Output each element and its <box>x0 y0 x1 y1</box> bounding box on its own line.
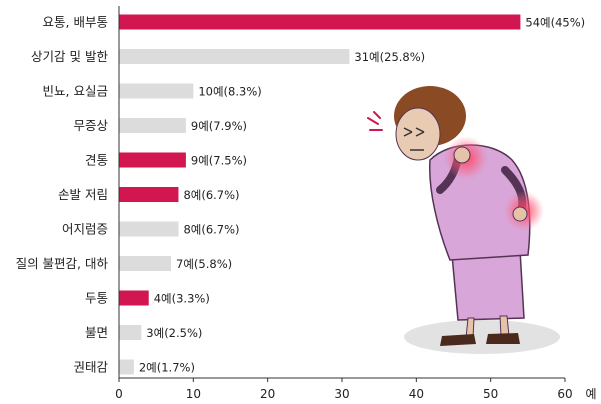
category-label-6: 어지럼증 <box>62 222 108 237</box>
category-label-3: 무증상 <box>73 118 108 133</box>
bar-2 <box>119 83 194 99</box>
value-label-1: 31예(25.8%) <box>354 50 425 64</box>
category-label-5: 손발 저림 <box>58 187 108 202</box>
value-label-6: 8예(6.7%) <box>183 223 239 237</box>
x-tick-label-5: 50 <box>483 387 498 401</box>
woman-with-back-pain-illustration <box>367 86 560 354</box>
category-label-7: 질의 불편감, 대하 <box>16 256 109 271</box>
value-label-8: 4예(3.3%) <box>154 292 210 306</box>
x-axis: 0 10 20 30 40 50 60 예 <box>115 6 597 401</box>
bar-6 <box>119 221 179 237</box>
face <box>395 107 441 161</box>
shoe-left <box>440 334 476 346</box>
x-axis-unit: 예 <box>585 387 596 401</box>
floor-shadow <box>404 320 560 354</box>
shoe-right <box>486 333 520 344</box>
bar-10 <box>119 359 134 375</box>
value-label-9: 3예(2.5%) <box>146 326 202 340</box>
x-tick-label-3: 30 <box>334 387 349 401</box>
eye-right <box>415 127 425 137</box>
x-tick-label-1: 10 <box>186 387 201 401</box>
bars-group <box>119 14 521 375</box>
pain-lines <box>367 111 383 131</box>
skirt <box>451 249 525 321</box>
category-label-2: 빈뇨, 요실금 <box>43 84 108 99</box>
value-label-5: 8예(6.7%) <box>183 188 239 202</box>
category-label-1: 상기감 및 발한 <box>31 49 108 64</box>
bar-1 <box>119 49 350 64</box>
eye-left <box>403 127 413 137</box>
bar-9 <box>119 325 142 340</box>
value-label-4: 9예(7.5%) <box>191 154 247 168</box>
category-label-8: 두통 <box>85 291 108 306</box>
bar-7 <box>119 256 172 271</box>
bar-0 <box>119 14 521 30</box>
hand-back <box>512 206 528 222</box>
value-label-3: 9예(7.9%) <box>191 119 247 133</box>
x-tick-label-4: 40 <box>409 387 424 401</box>
leg-right <box>499 315 510 337</box>
x-tick-label-6: 60 <box>557 387 572 401</box>
value-label-10: 2예(1.7%) <box>139 361 195 375</box>
bar-4 <box>119 152 186 168</box>
value-label-2: 10예(8.3%) <box>198 85 261 99</box>
value-label-7: 7예(5.8%) <box>176 257 232 271</box>
bar-3 <box>119 118 186 133</box>
x-tick-label-0: 0 <box>115 387 123 401</box>
bar-8 <box>119 290 149 306</box>
value-label-0: 54예(45%) <box>525 16 585 30</box>
category-label-0: 요통, 배부통 <box>43 15 108 30</box>
bar-5 <box>119 187 179 202</box>
category-label-4: 견통 <box>85 153 108 168</box>
category-label-9: 불면 <box>85 325 108 340</box>
hand-neck <box>453 146 471 164</box>
value-labels-group: 54예(45%) 31예(25.8%) 10예(8.3%) 9예(7.9%) 9예(7.… <box>139 16 585 375</box>
x-tick-label-2: 20 <box>260 387 275 401</box>
category-label-10: 권태감 <box>73 360 108 375</box>
